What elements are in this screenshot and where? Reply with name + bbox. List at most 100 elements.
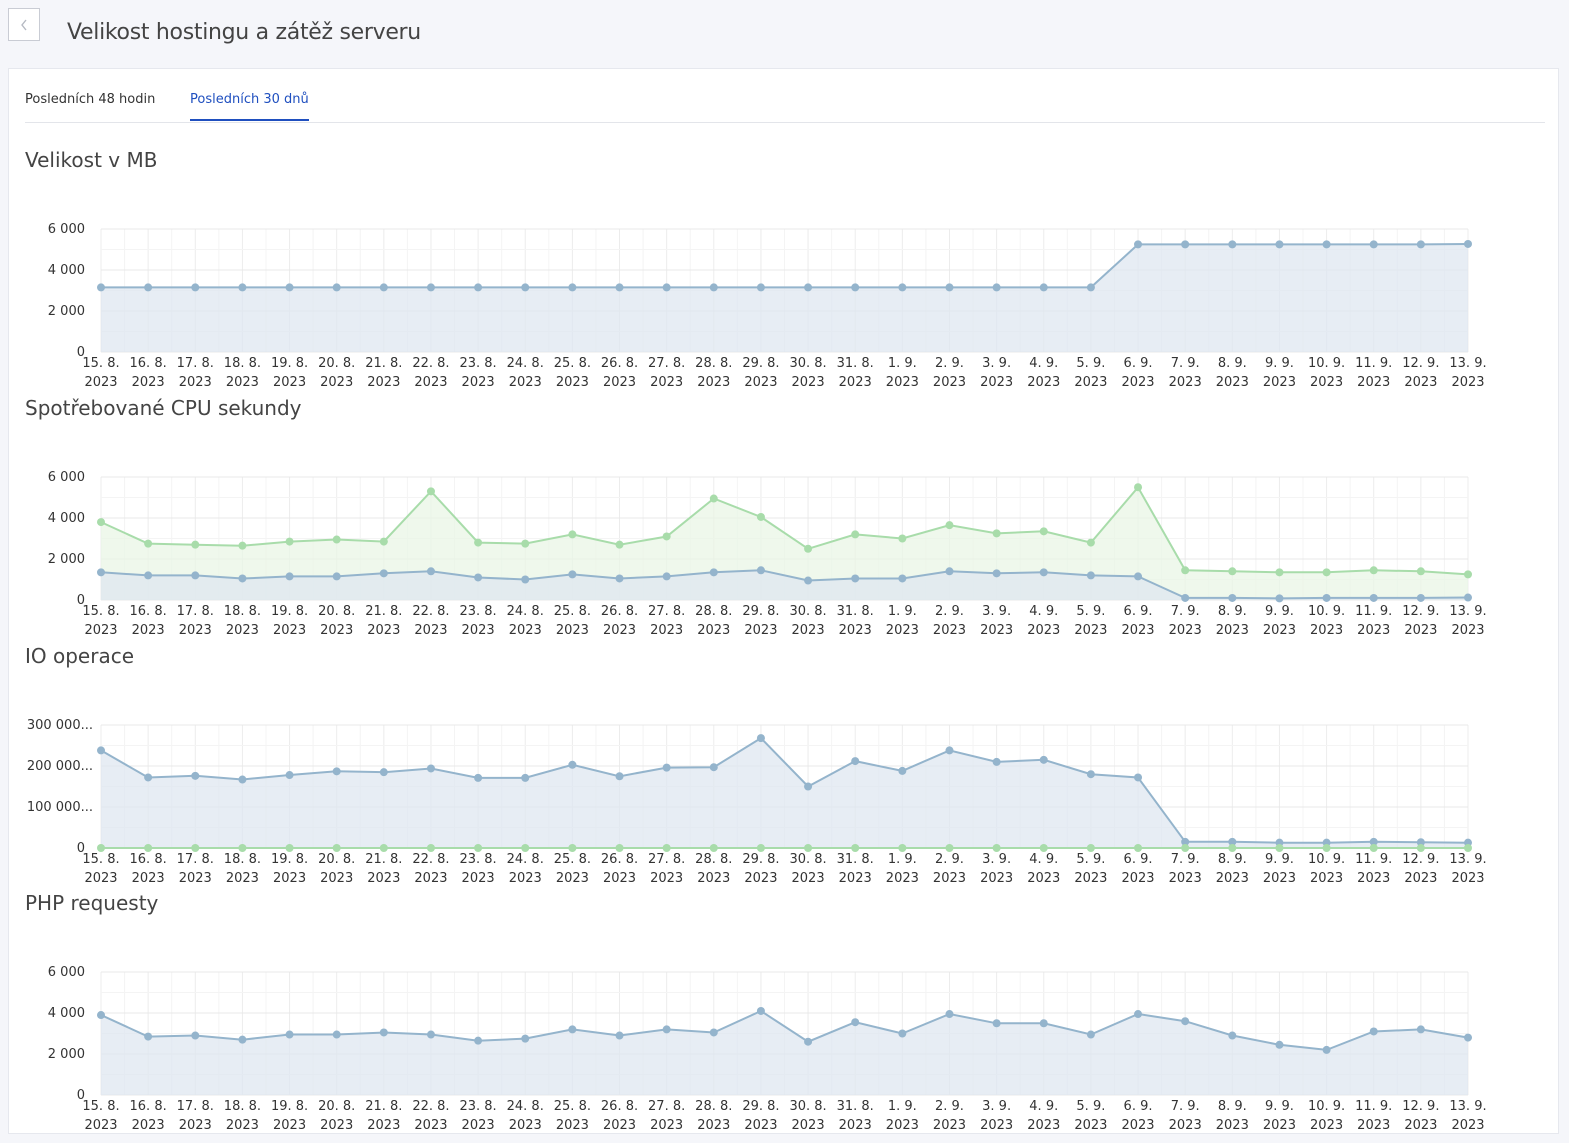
data-point[interactable] — [1275, 240, 1284, 249]
data-point[interactable] — [1228, 567, 1237, 576]
data-point[interactable] — [945, 283, 954, 292]
data-point[interactable] — [1369, 837, 1378, 846]
data-point[interactable] — [756, 844, 765, 852]
data-point[interactable] — [1134, 844, 1143, 852]
data-point[interactable] — [756, 1006, 765, 1015]
data-point[interactable] — [426, 567, 435, 576]
data-point[interactable] — [144, 571, 153, 580]
data-point[interactable] — [379, 1028, 388, 1037]
data-point[interactable] — [804, 844, 813, 852]
data-point[interactable] — [804, 1037, 813, 1046]
data-point[interactable] — [285, 1030, 294, 1039]
data-point[interactable] — [521, 283, 530, 292]
data-point[interactable] — [474, 538, 483, 547]
data-point[interactable] — [851, 574, 860, 583]
data-point[interactable] — [426, 844, 435, 852]
data-point[interactable] — [709, 844, 718, 852]
data-point[interactable] — [1369, 1027, 1378, 1036]
data-point[interactable] — [379, 537, 388, 546]
data-point[interactable] — [662, 844, 671, 852]
tab-30-days[interactable]: Posledních 30 dnů — [190, 92, 309, 121]
data-point[interactable] — [945, 567, 954, 576]
data-point[interactable] — [898, 844, 907, 852]
data-point[interactable] — [1464, 1033, 1472, 1042]
data-point[interactable] — [191, 844, 200, 852]
data-point[interactable] — [144, 1032, 153, 1041]
data-point[interactable] — [1039, 755, 1048, 764]
data-point[interactable] — [191, 771, 200, 780]
data-point[interactable] — [1275, 844, 1284, 852]
data-point[interactable] — [144, 283, 153, 292]
data-point[interactable] — [992, 844, 1001, 852]
data-point[interactable] — [568, 530, 577, 539]
data-point[interactable] — [238, 574, 247, 583]
data-point[interactable] — [1228, 1031, 1237, 1040]
data-point[interactable] — [97, 518, 105, 527]
data-point[interactable] — [238, 283, 247, 292]
data-point[interactable] — [1416, 567, 1425, 576]
data-point[interactable] — [992, 283, 1001, 292]
data-point[interactable] — [615, 772, 624, 781]
data-point[interactable] — [898, 1029, 907, 1038]
data-point[interactable] — [662, 532, 671, 541]
data-point[interactable] — [568, 844, 577, 852]
back-button[interactable] — [8, 8, 40, 41]
data-point[interactable] — [426, 764, 435, 773]
data-point[interactable] — [992, 529, 1001, 538]
data-point[interactable] — [521, 1034, 530, 1043]
data-point[interactable] — [144, 539, 153, 548]
data-point[interactable] — [1039, 1019, 1048, 1028]
data-point[interactable] — [97, 844, 105, 852]
data-point[interactable] — [97, 283, 105, 292]
data-point[interactable] — [238, 775, 247, 784]
data-point[interactable] — [945, 746, 954, 755]
data-point[interactable] — [191, 571, 200, 580]
data-point[interactable] — [191, 283, 200, 292]
data-point[interactable] — [474, 283, 483, 292]
tab-48-hours[interactable]: Posledních 48 hodin — [25, 92, 156, 107]
data-point[interactable] — [1416, 1025, 1425, 1034]
data-point[interactable] — [379, 844, 388, 852]
data-point[interactable] — [379, 768, 388, 777]
data-point[interactable] — [1039, 527, 1048, 536]
data-point[interactable] — [898, 534, 907, 543]
data-point[interactable] — [1322, 240, 1331, 249]
data-point[interactable] — [474, 773, 483, 782]
data-point[interactable] — [756, 512, 765, 521]
data-point[interactable] — [1416, 240, 1425, 249]
data-point[interactable] — [615, 540, 624, 549]
data-point[interactable] — [898, 283, 907, 292]
data-point[interactable] — [379, 283, 388, 292]
data-point[interactable] — [709, 763, 718, 772]
data-point[interactable] — [191, 540, 200, 549]
data-point[interactable] — [898, 574, 907, 583]
data-point[interactable] — [1464, 239, 1472, 248]
data-point[interactable] — [568, 570, 577, 579]
data-point[interactable] — [379, 569, 388, 578]
data-point[interactable] — [1464, 570, 1472, 579]
data-point[interactable] — [945, 521, 954, 530]
data-point[interactable] — [97, 746, 105, 755]
data-point[interactable] — [1086, 770, 1095, 779]
data-point[interactable] — [1228, 593, 1237, 602]
data-point[interactable] — [1181, 844, 1190, 852]
data-point[interactable] — [1369, 240, 1378, 249]
data-point[interactable] — [1322, 844, 1331, 852]
data-point[interactable] — [1322, 593, 1331, 602]
data-point[interactable] — [1275, 594, 1284, 603]
data-point[interactable] — [285, 572, 294, 581]
data-point[interactable] — [1416, 593, 1425, 602]
data-point[interactable] — [1275, 1040, 1284, 1049]
data-point[interactable] — [521, 773, 530, 782]
data-point[interactable] — [332, 283, 341, 292]
data-point[interactable] — [97, 1011, 105, 1020]
data-point[interactable] — [851, 530, 860, 539]
data-point[interactable] — [1181, 837, 1190, 846]
data-point[interactable] — [1086, 1030, 1095, 1039]
data-point[interactable] — [1086, 538, 1095, 547]
data-point[interactable] — [662, 763, 671, 772]
data-point[interactable] — [474, 1036, 483, 1045]
data-point[interactable] — [332, 572, 341, 581]
data-point[interactable] — [285, 283, 294, 292]
data-point[interactable] — [1086, 283, 1095, 292]
